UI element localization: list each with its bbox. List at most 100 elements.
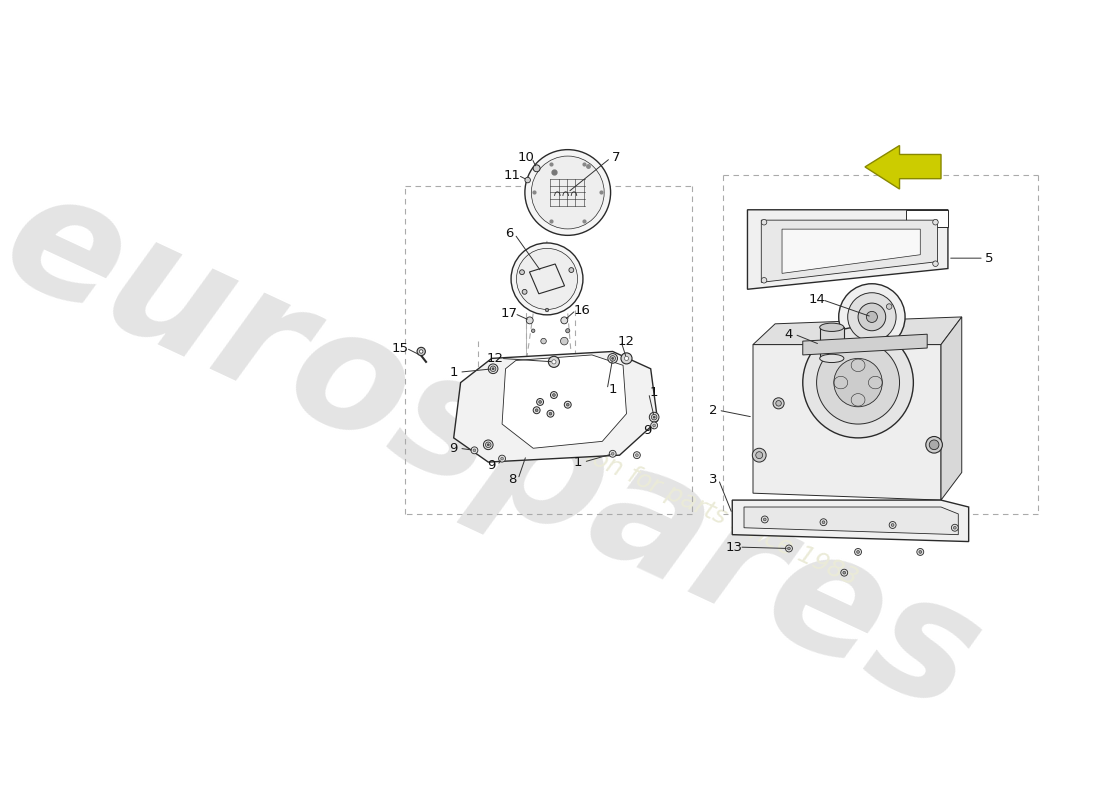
Circle shape [471,447,477,454]
Text: eurospares: eurospares [0,155,1003,748]
Circle shape [485,442,491,447]
Circle shape [539,401,541,403]
Circle shape [858,303,886,330]
Text: 7: 7 [612,151,620,165]
Polygon shape [803,334,927,355]
Circle shape [752,448,766,462]
Circle shape [889,522,896,529]
Circle shape [621,353,632,364]
Text: 16: 16 [573,303,590,317]
Circle shape [473,449,476,452]
Circle shape [887,304,892,310]
Ellipse shape [820,354,844,362]
Circle shape [522,290,527,294]
Circle shape [531,329,535,333]
Circle shape [609,356,615,361]
Polygon shape [865,146,940,189]
Text: 10: 10 [518,151,535,165]
Circle shape [552,394,556,397]
Circle shape [848,293,896,341]
Circle shape [761,219,767,225]
Text: 15: 15 [392,342,409,354]
Circle shape [933,219,938,225]
Polygon shape [761,220,937,282]
Polygon shape [940,317,961,500]
Circle shape [531,156,604,229]
Circle shape [652,424,656,427]
Circle shape [550,391,558,398]
Polygon shape [744,507,958,534]
Text: 9: 9 [450,442,458,454]
Circle shape [822,521,825,523]
Circle shape [512,243,583,315]
Polygon shape [820,327,844,358]
Text: 1: 1 [608,383,617,396]
Circle shape [488,364,498,374]
Circle shape [547,410,554,417]
Text: 1: 1 [450,366,458,378]
Circle shape [566,403,569,406]
Circle shape [534,165,540,172]
Polygon shape [782,229,921,274]
Circle shape [756,452,762,458]
Polygon shape [754,317,961,345]
Circle shape [608,354,617,363]
Circle shape [855,549,861,555]
Circle shape [761,516,768,523]
Circle shape [651,414,657,420]
Circle shape [843,571,846,574]
Circle shape [517,248,578,310]
Polygon shape [754,345,940,500]
Circle shape [612,453,614,455]
Ellipse shape [820,323,844,331]
Circle shape [565,329,570,333]
Circle shape [537,398,543,406]
Circle shape [773,398,784,409]
Text: 9: 9 [644,425,651,438]
Text: 5: 5 [986,252,993,265]
Circle shape [651,422,658,429]
Text: 11: 11 [504,169,521,182]
Circle shape [519,270,525,274]
Circle shape [926,437,943,453]
Text: 12: 12 [486,352,504,365]
Circle shape [492,368,494,370]
Circle shape [891,523,894,526]
Circle shape [952,524,958,531]
Text: 2: 2 [708,404,717,417]
Circle shape [916,549,924,555]
Circle shape [838,284,905,350]
Circle shape [918,550,922,554]
Circle shape [536,409,538,412]
Circle shape [761,278,767,283]
Circle shape [785,545,792,552]
Text: 3: 3 [708,473,717,486]
Circle shape [625,356,628,361]
Polygon shape [502,355,627,448]
Circle shape [549,356,560,367]
Circle shape [561,338,568,345]
Circle shape [634,452,640,458]
Text: a passion for parts since 1983: a passion for parts since 1983 [509,410,861,590]
Polygon shape [733,500,969,542]
Circle shape [820,518,827,526]
Circle shape [549,412,552,415]
Text: 13: 13 [725,541,742,554]
Circle shape [636,454,638,457]
Circle shape [534,406,540,414]
Text: 4: 4 [784,328,793,341]
Circle shape [541,338,547,344]
Circle shape [867,311,878,322]
Circle shape [491,366,496,371]
Circle shape [564,402,571,408]
Circle shape [840,570,848,576]
Circle shape [803,327,913,438]
Circle shape [612,358,614,359]
Text: 1: 1 [574,455,582,469]
Circle shape [417,347,426,356]
Circle shape [526,317,534,324]
Circle shape [483,440,493,450]
Circle shape [649,412,659,422]
Circle shape [776,401,781,406]
Circle shape [933,261,938,266]
